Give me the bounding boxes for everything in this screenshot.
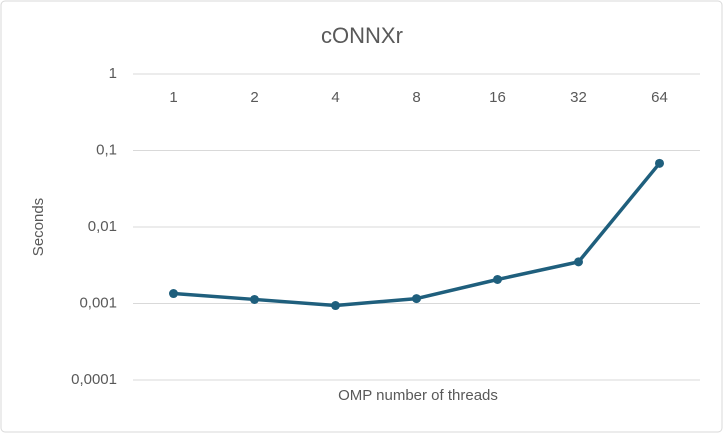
data-point: [169, 289, 178, 299]
data-point: [493, 274, 502, 284]
data-point: [655, 158, 664, 168]
y-tick-label: 1: [109, 65, 117, 82]
x-tick-label: 8: [412, 89, 420, 106]
x-tick-label: 2: [250, 89, 258, 106]
x-tick-label: 4: [331, 89, 339, 106]
chart-title: cONNXr: [321, 23, 403, 48]
x-tick-label: 1: [169, 89, 177, 106]
data-point: [250, 294, 259, 304]
y-tick-label: 0,001: [79, 294, 117, 311]
y-tick-label: 0,01: [88, 218, 117, 235]
x-tick-label: 32: [570, 89, 587, 106]
data-point: [331, 301, 340, 311]
data-point: [412, 294, 421, 304]
data-point: [574, 257, 583, 267]
x-tick-label: 16: [489, 89, 506, 106]
y-axis-label: Seconds: [30, 198, 47, 256]
y-tick-label: 0,0001: [71, 371, 117, 388]
x-tick-label: 64: [651, 89, 668, 106]
x-axis-label: OMP number of threads: [338, 387, 498, 404]
y-tick-label: 0,1: [96, 141, 117, 158]
